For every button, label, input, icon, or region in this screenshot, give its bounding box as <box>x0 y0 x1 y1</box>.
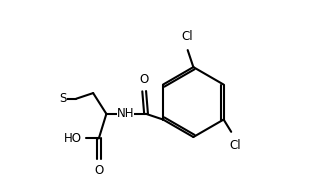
Text: Cl: Cl <box>229 139 241 152</box>
Text: Cl: Cl <box>182 30 193 43</box>
Text: O: O <box>140 73 149 85</box>
Text: HO: HO <box>64 132 82 145</box>
Text: O: O <box>94 164 103 177</box>
Text: S: S <box>59 92 67 105</box>
Text: NH: NH <box>116 107 134 120</box>
